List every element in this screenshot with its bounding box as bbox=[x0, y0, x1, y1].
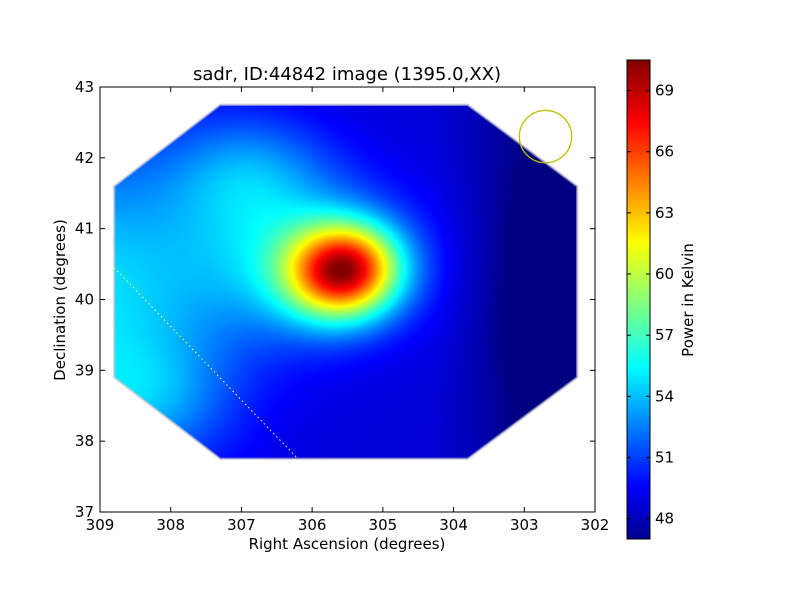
colorbar-tick-label: 57 bbox=[655, 326, 674, 344]
y-tick-label: 41 bbox=[75, 220, 94, 238]
footprint-outline bbox=[112, 103, 579, 461]
y-tick-label: 42 bbox=[75, 149, 94, 167]
x-axis: 309 308 307 306 305 304 303 302 bbox=[86, 87, 610, 534]
colorbar-tick-label: 51 bbox=[655, 448, 674, 466]
y-tick-label: 37 bbox=[75, 503, 94, 521]
colorbar-tick-label: 66 bbox=[655, 143, 674, 161]
beam-circle bbox=[518, 109, 573, 164]
heatmap bbox=[112, 103, 579, 461]
y-tick-label: 43 bbox=[75, 78, 94, 96]
colorbar-tick-label: 54 bbox=[655, 387, 674, 405]
colorbar-tick-label: 60 bbox=[655, 265, 674, 283]
x-tick-label: 308 bbox=[156, 516, 185, 534]
colorbar-tick-label: 69 bbox=[655, 82, 674, 100]
colorbar-label: Power in Kelvin bbox=[679, 243, 697, 357]
chart-title: sadr, ID:44842 image (1395.0,XX) bbox=[193, 64, 501, 85]
y-tick-label: 39 bbox=[75, 361, 94, 379]
heatmap-image bbox=[114, 104, 578, 459]
y-tick-label: 38 bbox=[75, 432, 94, 450]
colorbar: 48 51 54 57 60 63 66 69 Power in Kelvin bbox=[626, 59, 697, 540]
y-axis-label: Declination (degrees) bbox=[51, 219, 69, 381]
x-tick-label: 303 bbox=[510, 516, 539, 534]
x-axis-label: Right Ascension (degrees) bbox=[249, 535, 446, 553]
dotted-line bbox=[113, 267, 299, 460]
colorbar-tick-label: 48 bbox=[655, 510, 674, 528]
x-tick-label: 306 bbox=[298, 516, 327, 534]
y-tick-label: 40 bbox=[75, 291, 94, 309]
x-tick-label: 307 bbox=[227, 516, 256, 534]
x-tick-label: 305 bbox=[369, 516, 398, 534]
x-tick-label: 304 bbox=[439, 516, 468, 534]
x-tick-label: 309 bbox=[86, 516, 115, 534]
y-axis: 37 38 39 40 41 42 43 bbox=[75, 78, 595, 521]
colorbar-gradient bbox=[626, 59, 651, 540]
colorbar-tick-label: 63 bbox=[655, 204, 674, 222]
x-tick-label: 302 bbox=[581, 516, 610, 534]
colorbar-ticks: 48 51 54 57 60 63 66 69 bbox=[627, 82, 674, 528]
